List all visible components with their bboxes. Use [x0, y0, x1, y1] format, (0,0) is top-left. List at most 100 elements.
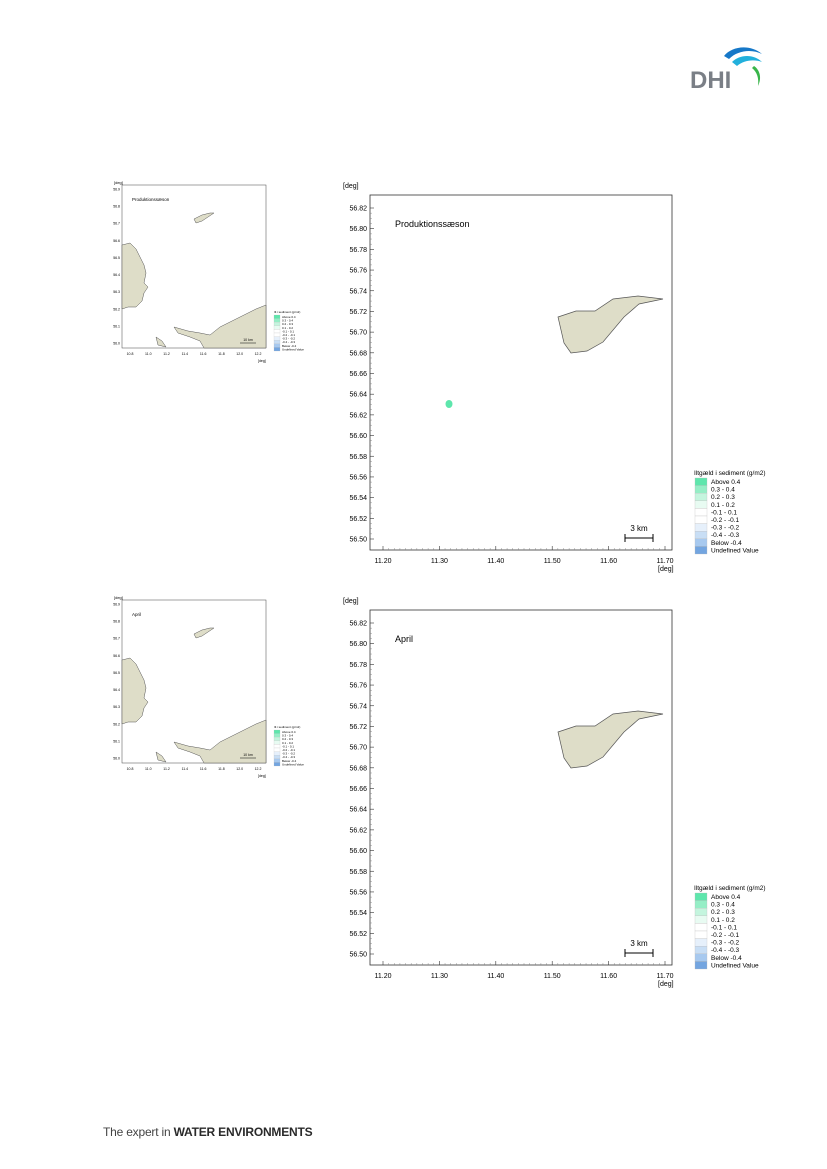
y-tick-label: 56.70: [349, 745, 367, 752]
x-tick-label: 11.30: [431, 973, 448, 980]
y-tick-label: 56.60: [349, 848, 367, 855]
legend-item-label: Above 0.4: [711, 894, 741, 901]
overview-legend-title: Ilt i sediment (g/m2): [274, 725, 300, 729]
legend-item-label: -0.2 - -0.1: [711, 517, 740, 524]
overview-y-tick: 56.6: [113, 239, 120, 243]
x-tick-label: 11.50: [544, 558, 561, 565]
overview-east-coast: [173, 304, 267, 349]
overview-x-tick: 11.6: [200, 352, 207, 356]
y-tick-label: 56.66: [349, 786, 367, 793]
x-tick-label: 11.20: [375, 973, 392, 980]
overview-y-tick: 56.2: [113, 722, 120, 726]
footer-tagline: The expert in WATER ENVIRONMENTS: [103, 1125, 313, 1139]
overview-island: [193, 627, 215, 639]
overview-legend-label: 0.3 - 0.4: [282, 734, 293, 738]
y-tick-label: 56.54: [349, 495, 367, 502]
overview-x-tick: 11.2: [163, 352, 170, 356]
logo-wave-blue: [724, 47, 762, 59]
overview-y-tick: 56.9: [113, 188, 120, 192]
overview-legend-label: -0.2 - -0.1: [282, 333, 295, 337]
overview-x-tick: 12.2: [255, 767, 262, 771]
y-tick-label: 56.50: [349, 952, 367, 959]
y-tick-label: 56.64: [349, 392, 367, 399]
overview-y-tick: 56.3: [113, 290, 120, 294]
legend-item-label: -0.4 - -0.3: [711, 947, 740, 954]
overview-legend-label: 0.1 - 0.2: [282, 741, 293, 745]
y-tick-label: 56.80: [349, 226, 367, 233]
overview-x-tick: 11.0: [145, 767, 152, 771]
overview-y-unit: [deg]: [114, 180, 123, 185]
legend-swatch: [694, 485, 708, 494]
legend-item-label: -0.1 - 0.1: [711, 509, 737, 516]
overview-legend-swatch: [273, 318, 281, 323]
overview-legend-swatch: [273, 758, 281, 763]
y-tick-label: 56.74: [349, 703, 367, 710]
overview-x-tick: 10.8: [127, 352, 134, 356]
legend-swatch: [694, 493, 708, 501]
overview-x-tick: 10.8: [127, 767, 134, 771]
legend-item-label: -0.4 - -0.3: [711, 532, 740, 539]
x-axis-unit: [deg]: [658, 981, 674, 988]
overview-y-tick: 56.8: [113, 620, 120, 624]
overview-y-tick: 56.0: [113, 342, 120, 346]
x-tick-label: 11.60: [600, 973, 617, 980]
overview-legend-swatch: [273, 744, 281, 749]
overview-x-tick: 11.8: [218, 767, 225, 771]
main-map-2: [deg] [deg] 56.82 56.80 56.78 56.76 56.74 56.72…: [343, 598, 766, 988]
legend-swatch: [694, 915, 708, 924]
legend-item-label: 0.2 - 0.3: [711, 909, 735, 916]
overview-x-unit: [deg]: [258, 359, 266, 363]
y-tick-label: 56.52: [349, 516, 367, 523]
overview-y-tick: 56.1: [113, 739, 120, 743]
overview-south-land: [155, 336, 167, 348]
overview-legend-label: 0.3 - 0.4: [282, 319, 293, 323]
overview-west-coast: [121, 657, 149, 725]
legend-item-label: 0.1 - 0.2: [711, 502, 735, 509]
overview-scale-label: 10 km: [243, 753, 253, 757]
overview-legend-swatch: [273, 325, 281, 330]
y-tick-label: 56.52: [349, 931, 367, 938]
legend-swatch: [694, 930, 708, 939]
y-tick-label: 56.66: [349, 371, 367, 378]
overview-legend-swatch: [273, 747, 281, 752]
y-tick-label: 56.80: [349, 641, 367, 648]
legend-swatch: [694, 938, 708, 947]
legend-swatch: [694, 946, 708, 954]
plot-frame: [369, 609, 673, 966]
overview-legend-swatch: [273, 737, 281, 741]
legend-swatch: [694, 531, 708, 539]
y-tick-label: 56.76: [349, 683, 367, 690]
y-tick-label: 56.72: [349, 724, 367, 731]
y-tick-label: 56.72: [349, 309, 367, 316]
footer-tagline-bold: WATER ENVIRONMENTS: [173, 1125, 313, 1139]
y-tick-label: 56.74: [349, 288, 367, 295]
sediment-plume: [445, 400, 453, 408]
logo-wave-cyan: [732, 56, 762, 66]
dhi-logo: DHI: [690, 47, 762, 94]
overview-legend-swatch: [273, 314, 281, 319]
legend-title: Iltgæld i sediment (g/m2): [694, 470, 766, 477]
legend-swatch: [694, 892, 708, 901]
island-land: [557, 710, 664, 769]
overview-scale-label: 10 km: [243, 338, 253, 342]
legend-item-label: -0.1 - 0.1: [711, 924, 737, 931]
overview-legend-label: -0.1 - 0.1: [282, 744, 294, 748]
y-tick-label: 56.68: [349, 350, 367, 357]
overview-legend-swatch: [273, 762, 281, 767]
x-tick-label: 11.30: [431, 558, 448, 565]
overview-legend-label: Below -0.4: [282, 344, 297, 348]
legend-swatch: [694, 908, 708, 916]
overview-y-tick: 56.4: [113, 273, 120, 277]
overview-legend-swatch: [273, 755, 281, 759]
y-tick-label: 56.76: [349, 268, 367, 275]
y-tick-label: 56.62: [349, 827, 367, 834]
y-tick-label: 56.82: [349, 621, 367, 628]
legend-item-label: -0.3 - -0.2: [711, 940, 740, 947]
y-axis-unit: [deg]: [343, 598, 359, 605]
legend-swatch: [694, 508, 708, 517]
overview-legend-swatch: [273, 329, 281, 334]
overview-x-tick: 11.4: [182, 767, 189, 771]
overview-legend-label: -0.3 - -0.2: [282, 337, 295, 341]
x-tick-label: 11.20: [375, 558, 392, 565]
plot-frame: [369, 194, 673, 551]
